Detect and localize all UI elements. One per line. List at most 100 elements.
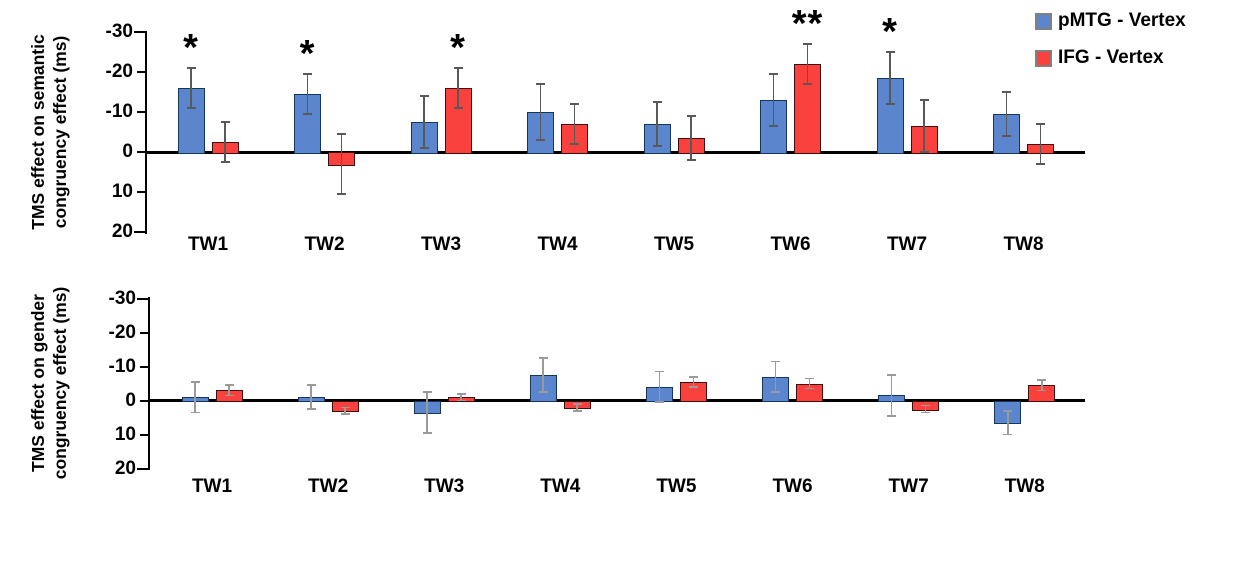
y-tick-semantic-20 <box>133 231 145 233</box>
err-gender-pmtg-tw3-cap-top <box>422 391 432 393</box>
ifg-series-swatch-icon <box>1035 49 1052 67</box>
err-semantic-ifg-tw7-cap-bottom <box>919 151 929 153</box>
err-semantic-ifg-tw1-cap-top <box>220 121 230 123</box>
err-semantic-pmtg-tw2 <box>306 74 309 114</box>
bar-semantic-pmtg-tw7 <box>876 78 904 154</box>
err-semantic-ifg-tw6 <box>806 44 809 84</box>
err-semantic-pmtg-tw8-cap-top <box>1002 91 1011 93</box>
err-semantic-ifg-tw1 <box>224 122 226 162</box>
category-label-gender-tw3: TW3 <box>424 476 465 497</box>
legend-label-ifg-vertex: IFG - Vertex <box>1058 47 1164 68</box>
err-semantic-pmtg-tw5-cap-bottom <box>652 145 662 147</box>
err-gender-pmtg-tw3-cap-bottom <box>422 432 432 434</box>
err-gender-ifg-tw5 <box>692 376 695 387</box>
gender-congruency-chart: TMS effect on gender congruency effect (m… <box>28 287 1085 497</box>
err-semantic-ifg-tw5 <box>690 116 692 160</box>
err-gender-pmtg-tw2-cap-top <box>306 384 316 387</box>
y-axis-title-line-gender-1: congruency effect (ms) <box>49 286 70 480</box>
significance-marker-semantic-tw6: ** <box>791 2 824 45</box>
err-semantic-ifg-tw7 <box>923 100 925 152</box>
err-gender-pmtg-tw4-cap-bottom <box>538 391 548 393</box>
err-semantic-pmtg-tw7-cap-bottom <box>885 103 895 105</box>
err-gender-ifg-tw5-cap-top <box>688 375 698 378</box>
significance-marker-semantic-tw3: * <box>450 26 466 69</box>
err-gender-pmtg-tw1-cap-top <box>190 381 200 383</box>
err-gender-ifg-tw2-cap-top <box>340 406 350 409</box>
category-label-semantic-tw7: TW7 <box>886 234 928 255</box>
err-gender-pmtg-tw6-cap-bottom <box>771 391 780 393</box>
err-semantic-ifg-tw2 <box>340 134 343 194</box>
chart-legend: pMTG - Vertex IFG - Vertex <box>1035 10 1245 84</box>
err-gender-ifg-tw3-cap-top <box>456 392 466 395</box>
y-tick-semantic--10 <box>136 111 145 113</box>
err-gender-ifg-tw7-cap-bottom <box>921 411 931 414</box>
err-semantic-pmtg-tw1-cap-top <box>186 67 196 69</box>
err-gender-pmtg-tw5 <box>658 371 661 403</box>
err-gender-pmtg-tw8-cap-bottom <box>1003 433 1013 436</box>
err-semantic-ifg-tw6-cap-top <box>803 43 812 45</box>
significance-marker-semantic-tw1: * <box>183 26 199 69</box>
y-tick-gender--10 <box>139 365 148 368</box>
y-tick-label-semantic--10: -10 <box>105 101 133 122</box>
err-gender-pmtg-tw6 <box>774 361 777 392</box>
err-gender-ifg-tw7-cap-top <box>921 404 931 407</box>
err-semantic-pmtg-tw1-cap-bottom <box>186 107 196 109</box>
err-semantic-ifg-tw6-cap-bottom <box>803 83 812 85</box>
err-semantic-pmtg-tw6 <box>772 74 775 126</box>
err-gender-ifg-tw1-cap-bottom <box>224 394 234 397</box>
category-label-gender-tw4: TW4 <box>540 476 581 497</box>
y-tick-label-semantic--20: -20 <box>105 61 133 82</box>
y-tick-semantic--20 <box>136 71 145 73</box>
err-gender-pmtg-tw1 <box>194 381 196 413</box>
y-axis-title-line-gender-0: TMS effect on gender <box>28 294 48 472</box>
err-gender-ifg-tw8 <box>1040 380 1043 391</box>
tms-congruency-figure: TMS effect on semantic congruency effect … <box>28 2 1245 498</box>
err-semantic-pmtg-tw4-cap-top <box>536 83 545 85</box>
err-gender-pmtg-tw2 <box>310 385 312 409</box>
y-tick-gender-10 <box>139 433 148 436</box>
y-tick-label-gender-20: 20 <box>114 457 136 479</box>
err-semantic-ifg-tw4-cap-top <box>570 103 579 105</box>
err-gender-ifg-tw6-cap-top <box>805 377 814 380</box>
y-tick-label-gender--30: -30 <box>108 287 136 309</box>
err-semantic-ifg-tw4 <box>573 104 576 144</box>
err-gender-ifg-tw8-cap-top <box>1037 379 1047 381</box>
y-tick-label-semantic-20: 20 <box>111 221 133 242</box>
err-semantic-ifg-tw3 <box>457 68 459 108</box>
y-axis-line-gender <box>147 297 150 470</box>
err-semantic-ifg-tw8-cap-bottom <box>1036 163 1045 165</box>
err-gender-ifg-tw1-cap-top <box>224 384 234 387</box>
category-label-semantic-tw8: TW8 <box>1003 234 1044 255</box>
err-gender-pmtg-tw2-cap-bottom <box>306 408 316 410</box>
category-label-semantic-tw5: TW5 <box>653 234 695 255</box>
err-gender-ifg-tw2 <box>344 407 346 415</box>
err-semantic-pmtg-tw6-cap-top <box>769 73 778 75</box>
err-semantic-ifg-tw4-cap-bottom <box>570 143 579 145</box>
err-semantic-ifg-tw8 <box>1039 124 1042 164</box>
err-gender-ifg-tw5-cap-bottom <box>688 386 698 388</box>
category-label-semantic-tw2: TW2 <box>304 234 345 255</box>
category-label-semantic-tw4: TW4 <box>537 234 578 255</box>
err-gender-pmtg-tw5-cap-bottom <box>654 401 664 404</box>
y-tick-label-gender--10: -10 <box>108 355 136 377</box>
err-semantic-pmtg-tw1 <box>190 68 192 108</box>
zero-line-semantic <box>147 150 1085 154</box>
err-gender-pmtg-tw5-cap-top <box>654 370 664 373</box>
err-gender-ifg-tw6-cap-bottom <box>805 387 814 390</box>
err-gender-ifg-tw6 <box>808 378 811 389</box>
err-gender-pmtg-tw3 <box>426 392 429 433</box>
y-tick-semantic-0 <box>136 151 145 153</box>
err-semantic-ifg-tw1-cap-bottom <box>220 161 230 163</box>
significance-marker-semantic-tw7: * <box>882 10 898 53</box>
err-semantic-ifg-tw5-cap-bottom <box>686 159 696 161</box>
err-semantic-pmtg-tw8 <box>1005 92 1008 136</box>
significance-marker-semantic-tw2: * <box>299 32 316 75</box>
err-gender-pmtg-tw6-cap-top <box>771 360 780 363</box>
y-tick-gender-0 <box>139 399 148 402</box>
y-tick-label-gender-0: 0 <box>125 389 136 411</box>
semantic-congruency-chart: TMS effect on semantic congruency effect … <box>28 2 1085 255</box>
err-gender-ifg-tw2-cap-bottom <box>340 413 350 415</box>
y-tick-semantic-10 <box>136 191 145 193</box>
err-semantic-pmtg-tw4 <box>539 84 542 140</box>
category-label-gender-tw7: TW7 <box>888 476 929 497</box>
